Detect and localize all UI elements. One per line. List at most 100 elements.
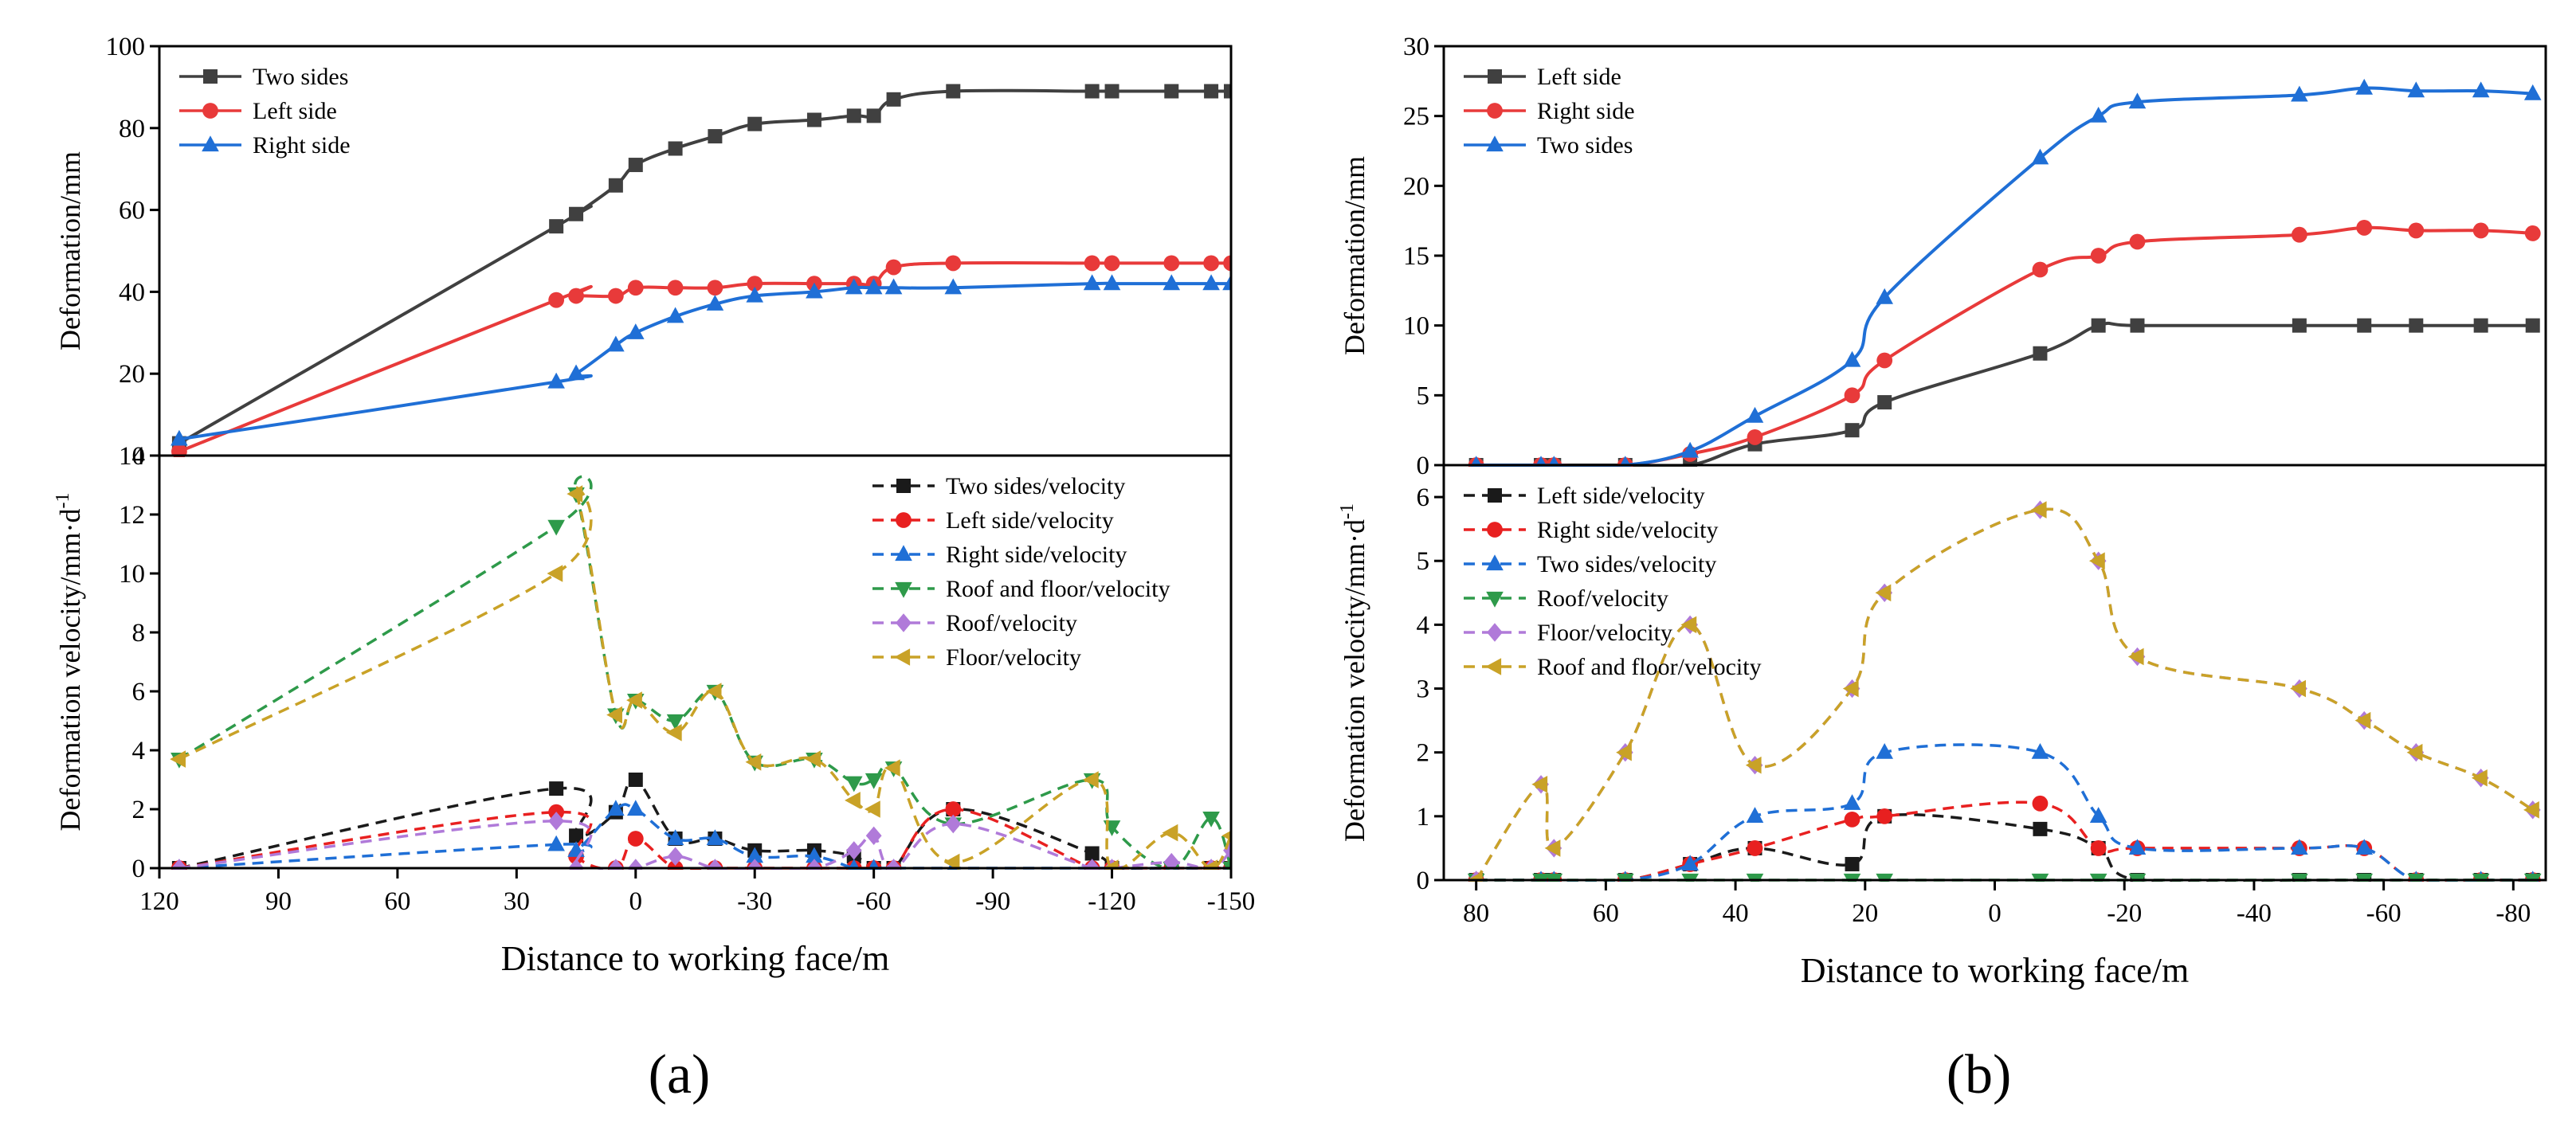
top-plot: 0 20 40 60 80 100 Deformation/mm Two sides Left … [54, 33, 1231, 471]
data-point-two-sides [866, 108, 881, 123]
x-tick-label: -120 [1088, 887, 1136, 916]
x-tick-label: 0 [629, 887, 643, 916]
data-point-right-side [2090, 248, 2107, 264]
y-tick-label: 2 [132, 796, 146, 824]
y-axis-title-superscript: -1 [1337, 503, 1358, 519]
bottom-y-axis-title: Deformation velocity/mm·d-1 [53, 493, 86, 832]
y-tick-label: 40 [119, 278, 145, 307]
data-point-left-side [627, 280, 644, 296]
data-point-roof-and-floor-velocity [2471, 769, 2488, 787]
legend-label: Roof and floor/velocity [1537, 654, 1762, 680]
x-axis-title: Distance to working face/m [1801, 951, 2190, 990]
data-point-right-side [171, 429, 188, 446]
data-point-floor-velocity [805, 750, 821, 768]
data-point-roof-and-floor-velocity [845, 776, 863, 792]
data-point-two-sides-velocity [2089, 807, 2107, 823]
data-point-left-side-velocity [627, 831, 644, 847]
data-point-roof-and-floor-velocity [2354, 711, 2371, 730]
data-point-floor-velocity [547, 565, 563, 582]
data-point-roof-velocity [945, 814, 962, 834]
x-tick-label: -90 [975, 887, 1010, 916]
legend-item-right-side-velocity: Right side/velocity [872, 542, 1127, 568]
top-plot: 0 5 10 15 20 25 30 Deformation/mm Left side Right… [1339, 33, 2542, 480]
legend-marker [1486, 135, 1504, 152]
y-tick-label: 0 [1417, 867, 1430, 895]
x-tick-label: -60 [857, 887, 892, 916]
x-tick-label: 0 [1988, 899, 2002, 928]
legend-item-two-sides: Two sides [179, 64, 348, 90]
y-tick-label: 80 [119, 115, 145, 143]
plot-frame [158, 45, 1233, 870]
series-two-sides-velocity [1470, 742, 2539, 882]
top-legend: Two sides Left side Right side [179, 64, 351, 158]
legend-label: Floor/velocity [946, 644, 1081, 671]
data-point-roof-and-floor-velocity [1544, 839, 1561, 857]
x-tick-label: 30 [504, 887, 530, 916]
data-point-floor-velocity [845, 792, 861, 809]
data-point-floor-velocity [943, 853, 960, 870]
legend-label: Roof/velocity [1537, 585, 1668, 612]
legend-marker [1488, 488, 1502, 503]
data-point-left-side [2130, 318, 2145, 333]
legend-item-two-sides-velocity: Two sides/velocity [1464, 551, 1716, 577]
data-point-roof-and-floor-velocity [1616, 743, 1632, 761]
series-line-roof-and-floor-velocity [178, 475, 1231, 870]
data-point-right-side-velocity [547, 835, 565, 851]
data-point-two-sides [1681, 441, 1699, 458]
data-point-right-side [1747, 429, 1763, 445]
data-point-roof-velocity [845, 841, 862, 860]
data-point-two-sides [1746, 406, 1764, 423]
top-y-axis-title: Deformation/mm [54, 151, 86, 350]
data-point-left-side-velocity [945, 801, 962, 817]
legend-item-two-sides-velocity: Two sides/velocity [872, 473, 1125, 499]
data-point-roof-and-floor-velocity [1745, 756, 1762, 774]
data-point-left-side [2033, 346, 2048, 361]
data-point-roof-velocity [1746, 873, 1764, 882]
x-tick-label: -80 [2496, 899, 2531, 928]
legend-marker [1486, 591, 1504, 608]
data-point-two-sides [569, 206, 584, 221]
data-point-right-side-velocity [2032, 795, 2049, 812]
data-point-two-sides [2355, 78, 2374, 95]
legend-label: Two sides/velocity [1537, 551, 1716, 577]
data-point-left-side [667, 280, 684, 296]
data-point-right-side-velocity [706, 829, 724, 846]
bottom-legend: Left side/velocity Right side/velocity Two… [1464, 483, 1762, 680]
series-line-left-side [178, 261, 1231, 453]
legend-marker [1487, 623, 1503, 642]
bottom-plot: 0 2 4 6 8 10 12 14 Deformation velocity/mm·d-1 Tw… [53, 442, 1231, 883]
data-point-roof-velocity [2089, 873, 2107, 882]
y-tick-label: 25 [1403, 103, 1429, 131]
data-point-roof-velocity [1681, 873, 1699, 882]
data-point-floor-velocity [884, 759, 900, 777]
data-point-two-sides-velocity [2128, 839, 2147, 855]
data-point-floor-velocity [745, 753, 762, 771]
legend-item-floor-velocity: Floor/velocity [1464, 620, 1672, 646]
x-tick-label: -150 [1207, 887, 1256, 916]
data-point-roof-velocity [865, 826, 882, 845]
data-point-right-side-velocity [1747, 840, 1763, 856]
data-point-right-side-velocity [666, 829, 684, 846]
series-line-left-side-velocity [178, 808, 1231, 870]
data-point-two-sides [2523, 84, 2542, 100]
data-point-floor-velocity [705, 683, 722, 700]
data-point-left-side [1104, 255, 1120, 272]
x-axis-title: Distance to working face/m [501, 939, 890, 978]
data-point-left-side [2091, 318, 2106, 333]
data-point-two-sides [946, 84, 961, 99]
y-tick-label: 12 [119, 501, 145, 530]
data-point-roof-and-floor-velocity [547, 519, 565, 536]
y-tick-label: 60 [119, 197, 145, 225]
data-point-two-sides-velocity [1746, 807, 1764, 823]
data-point-left-side [607, 288, 624, 304]
data-point-right-side [666, 307, 684, 323]
legend-marker [202, 135, 219, 152]
data-point-two-sides-velocity [2355, 839, 2374, 855]
x-tick-label: 90 [265, 887, 292, 916]
series-roof-and-floor-velocity [1466, 501, 2539, 882]
bottom-plot: 0 1 2 3 4 5 6 Deformation velocity/mm·d-1 Left s… [1337, 483, 2542, 895]
x-tick-label: 80 [1463, 899, 1489, 928]
data-point-left-side [747, 276, 763, 292]
x-tick-label: -60 [2366, 899, 2402, 928]
data-point-two-sides [1843, 350, 1861, 367]
